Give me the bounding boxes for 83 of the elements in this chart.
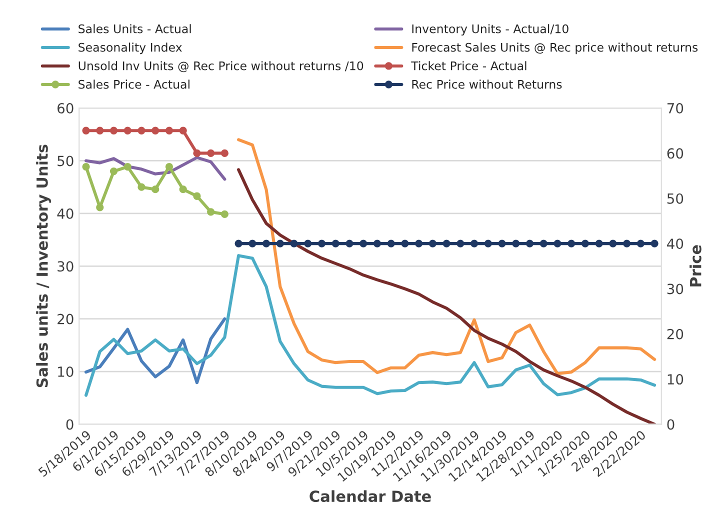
point xyxy=(234,240,242,248)
point xyxy=(595,240,603,248)
point xyxy=(526,240,534,248)
y2-tick-label: 20 xyxy=(667,328,684,340)
point xyxy=(512,240,520,248)
y-tick-label: 50 xyxy=(58,156,74,166)
point xyxy=(636,240,644,248)
point xyxy=(332,240,340,248)
point xyxy=(581,240,590,248)
y-tick-label: 40 xyxy=(57,208,74,219)
legend-label: Inventory Units - Actual/10 xyxy=(412,24,568,36)
line-series xyxy=(84,254,656,397)
point xyxy=(554,240,562,248)
point xyxy=(318,240,326,248)
point xyxy=(152,126,160,134)
point xyxy=(82,126,90,134)
point xyxy=(82,162,90,171)
point xyxy=(96,126,104,134)
legend-label: Seasonality Index xyxy=(78,42,182,54)
point xyxy=(124,162,132,171)
point xyxy=(110,167,118,176)
point xyxy=(165,162,174,171)
point xyxy=(401,240,409,248)
point xyxy=(138,183,146,191)
y-tick-label: 30 xyxy=(58,261,74,272)
point xyxy=(124,126,132,134)
legend-label: Sales Price - Actual xyxy=(78,80,190,89)
point xyxy=(248,240,256,248)
y-tick-label: 10 xyxy=(58,366,74,378)
point xyxy=(96,204,104,212)
point xyxy=(498,240,506,248)
point xyxy=(415,240,423,248)
y2-tick-label: 10 xyxy=(668,374,684,385)
point xyxy=(152,186,160,194)
line-series xyxy=(84,317,226,384)
y2-tick-label: 0 xyxy=(667,419,674,430)
point xyxy=(373,240,382,248)
x-axis-title: Calendar Date xyxy=(310,490,431,502)
legend-label: Forecast Sales Units @ Rec price without returns xyxy=(412,42,698,54)
point xyxy=(540,240,548,248)
point xyxy=(360,240,368,248)
point xyxy=(207,208,215,216)
point xyxy=(276,240,284,248)
point xyxy=(609,240,617,248)
point xyxy=(346,240,354,248)
line-series xyxy=(237,168,656,424)
point xyxy=(456,240,464,248)
point xyxy=(428,240,437,248)
legend-label: Unsold Inv Units @ Rec Price without returns /10 xyxy=(78,61,364,72)
y2-tick-label: 60 xyxy=(667,148,684,159)
point xyxy=(207,149,215,158)
y-tick-label: 60 xyxy=(58,103,74,114)
point xyxy=(484,240,492,248)
point xyxy=(179,126,187,134)
point xyxy=(262,240,270,248)
line-series xyxy=(237,138,656,376)
y2-tick-label: 70 xyxy=(667,103,684,114)
y2-tick-label: 30 xyxy=(667,284,684,294)
point xyxy=(220,210,229,218)
point xyxy=(138,126,146,134)
legend-label: Ticket Price - Actual xyxy=(411,61,526,70)
point xyxy=(179,186,187,194)
point xyxy=(622,240,631,248)
y-axis-title: Sales units / Inventory Units xyxy=(36,144,51,388)
y-tick-label: 20 xyxy=(58,314,74,324)
legend-label: Sales Units - Actual xyxy=(78,24,191,34)
point xyxy=(193,192,201,200)
point xyxy=(442,240,450,248)
point xyxy=(470,240,478,248)
point xyxy=(387,240,395,248)
point xyxy=(290,240,298,248)
point xyxy=(110,126,118,134)
y2-tick-label: 40 xyxy=(667,238,684,250)
y2-tick-label: 50 xyxy=(667,193,684,204)
point xyxy=(568,240,576,248)
point xyxy=(193,149,201,158)
point xyxy=(650,240,658,248)
point xyxy=(165,126,174,134)
y-tick-label: 0 xyxy=(66,419,74,430)
legend-label: Rec Price without Returns xyxy=(412,80,562,89)
point xyxy=(304,240,312,248)
point xyxy=(220,149,229,158)
y2-axis-title: Price xyxy=(690,245,702,286)
